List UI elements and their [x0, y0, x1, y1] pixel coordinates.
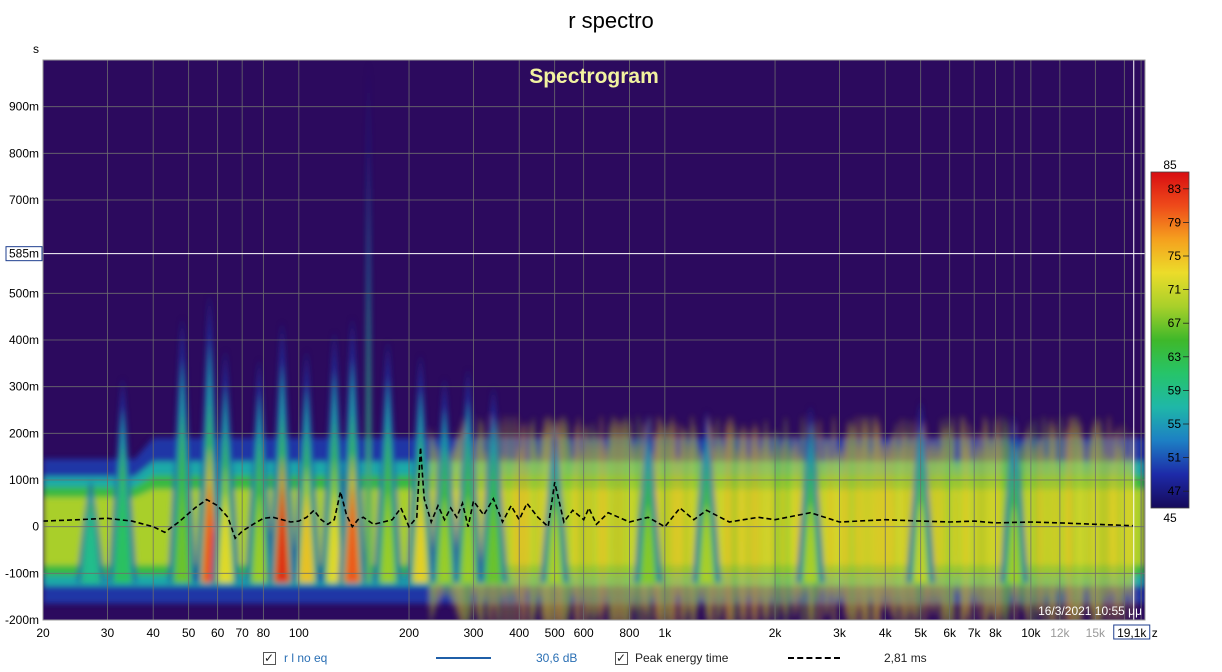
x-tick-label: 500 — [545, 626, 565, 640]
legend-label-r-l-no-eq: r l no eq — [284, 651, 328, 665]
color-scale-tick-label: 55 — [1168, 417, 1182, 431]
x-tick-label: 80 — [257, 626, 271, 640]
y-tick-label: 800m — [9, 146, 39, 160]
color-scale-max-label: 85 — [1163, 158, 1177, 172]
color-scale-tick-label: 83 — [1168, 182, 1182, 196]
x-axis-unit-suffix: z — [1152, 626, 1158, 640]
color-scale-tick-label: 59 — [1168, 383, 1182, 397]
y-cursor-readout: 585m — [9, 247, 39, 261]
color-scale-tick-label: 47 — [1168, 484, 1182, 498]
y-tick-label: 400m — [9, 333, 39, 347]
x-tick-label: 800 — [619, 626, 639, 640]
color-scale-gradient — [1150, 171, 1190, 509]
x-tick-label: 10k — [1021, 626, 1041, 640]
chart-title: r spectro — [568, 8, 654, 33]
x-tick-label: 1k — [659, 626, 673, 640]
y-tick-label: 700m — [9, 193, 39, 207]
x-tick-label: 50 — [182, 626, 196, 640]
color-scale-tick-label: 79 — [1168, 215, 1182, 229]
x-cursor-readout-box — [1113, 624, 1151, 640]
y-tick-label: -100m — [5, 566, 39, 580]
color-scale-tick-label: 67 — [1168, 316, 1182, 330]
x-tick-label: 2k — [769, 626, 783, 640]
x-tick-label: 100 — [289, 626, 309, 640]
legend-line-solid — [436, 657, 491, 659]
y-tick-label: -200m — [5, 613, 39, 627]
legend-line-dashed — [788, 657, 840, 659]
x-tick-label: 12k — [1050, 626, 1070, 640]
color-scale-tick-label: 75 — [1168, 249, 1182, 263]
x-tick-label: 5k — [914, 626, 928, 640]
y-tick-label: 100m — [9, 473, 39, 487]
spectrogram-title: Spectrogram — [529, 65, 659, 88]
x-tick-label: 3k — [833, 626, 847, 640]
x-tick-label: 200 — [399, 626, 419, 640]
color-scale-bar: 85 45 83 79 75 71 67 63 59 55 51 47 — [1150, 158, 1190, 525]
plot-border — [42, 59, 1146, 621]
checkbox-peak-energy-time[interactable] — [615, 649, 628, 667]
x-tick-label: 400 — [509, 626, 529, 640]
x-tick-label: 8k — [989, 626, 1003, 640]
x-tick-label: 300 — [463, 626, 483, 640]
y-tick-label: 900m — [9, 100, 39, 114]
y-axis-unit: s — [33, 42, 39, 56]
x-tick-label: 7k — [968, 626, 982, 640]
color-scale-tick-label: 63 — [1168, 350, 1182, 364]
y-tick-label: 200m — [9, 426, 39, 440]
y-cursor-readout-box — [5, 246, 43, 262]
x-tick-label: 6k — [943, 626, 957, 640]
checkbox-r-l-no-eq[interactable] — [263, 649, 276, 667]
color-scale-tick-label: 51 — [1168, 451, 1182, 465]
x-cursor-readout: 19,1k — [1117, 626, 1147, 640]
legend-value-r-l-no-eq: 30,6 dB — [536, 651, 578, 665]
x-tick-label: 70 — [235, 626, 249, 640]
x-tick-label: 15k — [1086, 626, 1106, 640]
peak-energy-time-line — [43, 447, 1133, 540]
legend-label-peak-energy-time: Peak energy time — [635, 651, 729, 665]
legend-value-peak-energy-time: 2,81 ms — [884, 651, 927, 665]
y-tick-label: 500m — [9, 286, 39, 300]
grid-lines — [43, 60, 1145, 620]
x-tick-label: 60 — [211, 626, 225, 640]
x-tick-label: 30 — [101, 626, 115, 640]
x-tick-label: 600 — [574, 626, 594, 640]
x-tick-label: 20 — [36, 626, 50, 640]
color-scale-min-label: 45 — [1163, 511, 1177, 525]
timestamp: 16/3/2021 10:55 μμ — [1038, 604, 1142, 618]
color-scale-tick-label: 71 — [1168, 283, 1182, 297]
x-tick-label: 40 — [147, 626, 161, 640]
x-tick-label: 4k — [879, 626, 893, 640]
y-tick-label: 300m — [9, 380, 39, 394]
y-tick-label: 0 — [32, 520, 39, 534]
